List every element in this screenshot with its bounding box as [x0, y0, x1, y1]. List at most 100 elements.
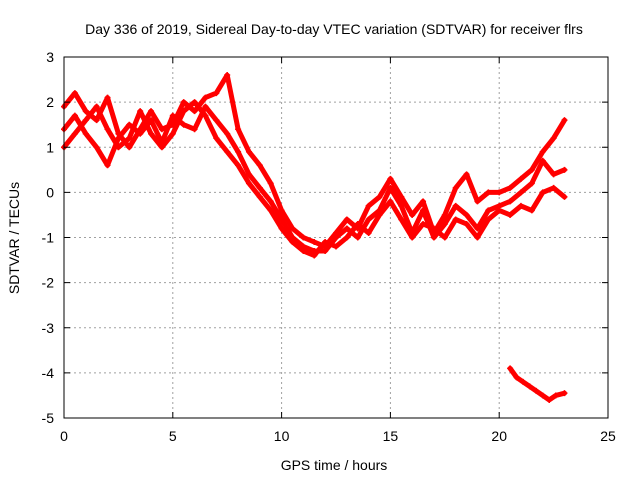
data-point	[126, 144, 133, 151]
data-point	[561, 117, 568, 124]
data-point	[463, 220, 470, 227]
data-point	[533, 387, 540, 394]
data-point	[343, 234, 350, 241]
data-point	[235, 162, 242, 169]
data-point	[104, 94, 111, 101]
data-point	[224, 148, 231, 155]
data-point	[398, 193, 405, 200]
x-axis-label: GPS time / hours	[281, 457, 388, 473]
data-point	[420, 198, 427, 205]
data-point	[104, 126, 111, 133]
data-point	[517, 175, 524, 182]
axes: 0 5 10 15 20 25 -5 -4 -3 -2 -1 0 1 2 3	[42, 49, 616, 444]
data-point	[256, 162, 263, 169]
x-tick-label: 5	[169, 428, 177, 444]
data-point	[278, 216, 285, 223]
data-point	[343, 216, 350, 223]
data-point	[82, 108, 89, 115]
x-tick-label: 25	[600, 428, 616, 444]
data-point	[507, 198, 514, 205]
data-point	[539, 392, 546, 399]
data-point	[561, 390, 568, 397]
series-markers-3	[61, 99, 568, 259]
data-point	[245, 180, 252, 187]
y-tick-label: 0	[46, 184, 54, 200]
data-point	[365, 216, 372, 223]
data-point	[520, 378, 527, 385]
data-point	[93, 144, 100, 151]
data-point	[224, 130, 231, 137]
y-axis-label: SDTVAR / TECUs	[6, 182, 22, 294]
data-point	[463, 171, 470, 178]
data-point	[485, 216, 492, 223]
data-point	[496, 207, 503, 214]
data-point	[126, 121, 133, 128]
data-point	[137, 130, 144, 137]
data-point	[93, 103, 100, 110]
data-point	[474, 234, 481, 241]
chart-title: Day 336 of 2019, Sidereal Day-to-day VTE…	[85, 21, 583, 37]
data-point	[409, 211, 416, 218]
data-point	[376, 193, 383, 200]
data-point	[213, 135, 220, 142]
data-point	[267, 207, 274, 214]
data-series	[61, 72, 568, 403]
data-point	[376, 211, 383, 218]
data-point	[387, 184, 394, 191]
data-point	[496, 189, 503, 196]
data-point	[507, 365, 514, 372]
x-tick-label: 20	[491, 428, 507, 444]
data-point	[561, 193, 568, 200]
data-point	[278, 225, 285, 232]
data-point	[474, 198, 481, 205]
data-point	[354, 220, 361, 227]
data-point	[256, 184, 263, 191]
data-point	[148, 130, 155, 137]
data-point	[202, 103, 209, 110]
data-point	[452, 184, 459, 191]
data-point	[191, 126, 198, 133]
data-point	[409, 234, 416, 241]
data-point	[115, 135, 122, 142]
series-markers-2	[61, 103, 568, 255]
data-point	[539, 157, 546, 164]
data-point	[180, 99, 187, 106]
data-point	[430, 234, 437, 241]
data-point	[513, 374, 520, 381]
plot-frame	[63, 56, 609, 419]
y-tick-label: -4	[42, 365, 55, 381]
data-point	[322, 239, 329, 246]
data-point	[71, 90, 78, 97]
data-point	[202, 112, 209, 119]
data-point	[289, 239, 296, 246]
y-tick-label: -5	[42, 410, 55, 426]
data-point	[333, 243, 339, 250]
data-point	[485, 207, 492, 214]
data-point	[169, 130, 176, 137]
data-point	[311, 252, 318, 259]
data-point	[245, 171, 252, 178]
data-point	[333, 234, 339, 241]
data-point	[354, 234, 361, 241]
data-point	[507, 184, 514, 191]
data-point	[528, 166, 535, 173]
data-point	[561, 166, 568, 173]
y-tick-label: -2	[42, 275, 55, 291]
data-point	[224, 72, 231, 79]
y-tick-label: -1	[42, 230, 55, 246]
y-tick-label: 2	[46, 94, 54, 110]
data-point	[289, 225, 296, 232]
data-point	[148, 108, 155, 115]
x-tick-label: 10	[274, 428, 290, 444]
series-markers-1	[61, 72, 568, 250]
data-point	[322, 248, 329, 255]
data-point	[137, 108, 144, 115]
data-point	[387, 198, 394, 205]
data-point	[441, 234, 448, 241]
data-point	[300, 234, 307, 241]
data-point	[93, 117, 100, 124]
data-point	[256, 193, 263, 200]
x-tick-label: 0	[60, 428, 68, 444]
data-point	[420, 207, 427, 214]
